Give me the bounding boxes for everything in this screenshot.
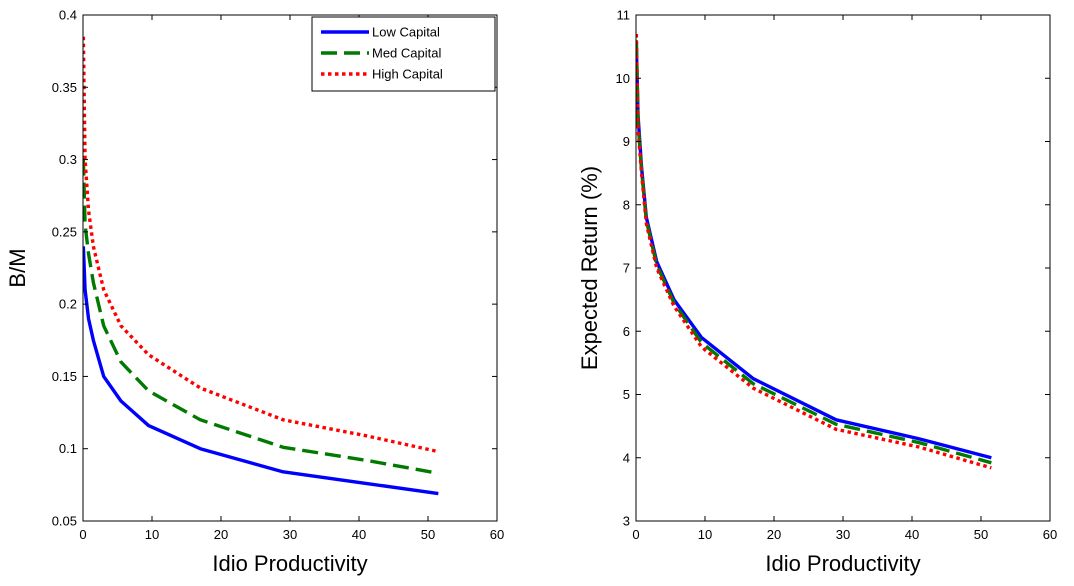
y-tick-label: 8 xyxy=(623,197,630,212)
x-tick-label: 30 xyxy=(283,527,297,542)
x-tick-label: 20 xyxy=(214,527,228,542)
x-tick-label: 40 xyxy=(905,527,919,542)
bm-panel: 0 10 20 30 40 50 60 0.05 0.1 0.15 0.2 0.25 0.3 0.35 0.… xyxy=(5,8,504,577)
y-tick-label: 0.3 xyxy=(59,152,77,167)
expected-return-panel: 0 10 20 30 40 50 60 3 4 5 6 7 8 9 10 11 Idio Productivit… xyxy=(577,8,1057,577)
series-line-low-capital xyxy=(636,46,992,460)
series-line-med-capital xyxy=(636,40,992,465)
y-tick-label: 4 xyxy=(623,450,630,465)
y-tick-label: 3 xyxy=(623,514,630,529)
legend-label: Low Capital xyxy=(372,25,440,40)
y-tick-label: 7 xyxy=(623,261,630,276)
y-tick-label: 0.05 xyxy=(52,514,77,529)
x-tick-label: 60 xyxy=(490,527,504,542)
plot-frame xyxy=(635,14,1051,522)
series-line-low-capital xyxy=(83,246,439,496)
x-tick-label: 50 xyxy=(974,527,988,542)
x-tick-label: 20 xyxy=(767,527,781,542)
y-tick-label: 0.2 xyxy=(59,297,77,312)
y-tick-label: 6 xyxy=(623,324,630,339)
y-tick-label: 0.25 xyxy=(52,224,77,239)
y-axis-label: Expected Return (%) xyxy=(577,166,602,370)
y-tick-label: 11 xyxy=(617,8,631,23)
y-tick-label: 0.35 xyxy=(52,80,77,95)
y-tick-label: 10 xyxy=(616,71,630,86)
legend-box xyxy=(311,16,496,92)
legend-label: Med Capital xyxy=(372,46,441,61)
y-tick-label: 5 xyxy=(623,387,630,402)
x-tick-label: 10 xyxy=(698,527,712,542)
series-line-high-capital xyxy=(636,33,992,470)
series-group xyxy=(83,36,439,496)
legend-label: High Capital xyxy=(372,67,443,82)
y-tick-label: 0.4 xyxy=(59,8,77,23)
y-tick-label: 9 xyxy=(623,134,630,149)
x-tick-label: 10 xyxy=(145,527,159,542)
series-group xyxy=(636,33,992,470)
x-tick-label: 30 xyxy=(836,527,850,542)
y-tick-label: 0.1 xyxy=(59,441,77,456)
series-line-med-capital xyxy=(83,159,439,475)
x-tick-label: 50 xyxy=(421,527,435,542)
x-tick-label: 0 xyxy=(79,527,86,542)
x-tick-label: 60 xyxy=(1043,527,1057,542)
legend: Low Capital Med Capital High Capital xyxy=(311,16,496,92)
x-axis-label: Idio Productivity xyxy=(765,551,920,576)
series-line-high-capital xyxy=(83,36,439,454)
x-tick-label: 0 xyxy=(632,527,639,542)
x-axis-label: Idio Productivity xyxy=(212,551,367,576)
x-tick-label: 40 xyxy=(352,527,366,542)
y-tick-label: 0.15 xyxy=(52,369,77,384)
y-axis-label: B/M xyxy=(5,248,30,287)
